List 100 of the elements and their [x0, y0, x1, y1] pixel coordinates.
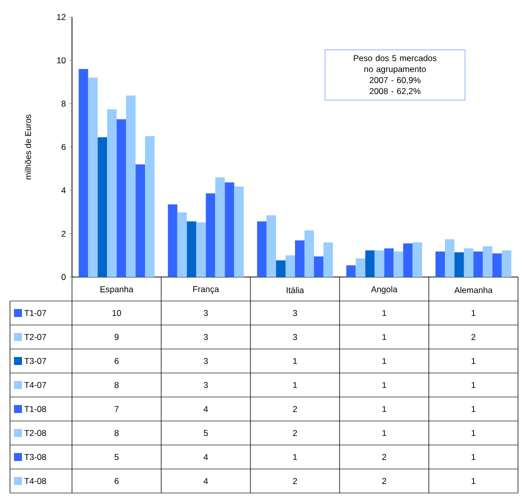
- bar: [394, 251, 404, 278]
- data-label: 1: [382, 310, 386, 316]
- bar: [234, 186, 244, 278]
- bar: [107, 109, 117, 278]
- data-label: 5: [204, 430, 208, 436]
- bar: [435, 251, 445, 278]
- data-label: 4: [204, 454, 208, 460]
- bar: [145, 136, 155, 278]
- data-label: 1: [382, 334, 386, 340]
- data-label: 1: [472, 406, 476, 412]
- legend-label: T4-07: [24, 382, 46, 388]
- data-label: 3: [204, 382, 208, 388]
- legend-label: T3-07: [24, 358, 46, 364]
- bar: [257, 221, 267, 278]
- data-label: 1: [293, 358, 297, 364]
- annotation: 2007 - 60,9%: [370, 77, 420, 84]
- bar: [78, 69, 88, 278]
- bar: [186, 221, 196, 278]
- bar: [365, 250, 375, 278]
- data-label: 5: [114, 454, 119, 460]
- bar: [215, 177, 225, 278]
- data-label: 1: [382, 430, 386, 436]
- data-label: 6: [114, 478, 119, 484]
- data-label: 2: [293, 478, 297, 484]
- x-tick-label: Espanha: [100, 286, 134, 294]
- bar: [98, 137, 108, 278]
- y-tick-label: 4: [61, 187, 66, 194]
- bar: [126, 95, 136, 278]
- bar: [224, 182, 234, 278]
- bar: [473, 251, 483, 278]
- x-tick-label: Angola: [370, 286, 398, 294]
- bar: [304, 230, 314, 278]
- data-label: 3: [204, 334, 208, 340]
- data-label: 7: [114, 406, 119, 412]
- data-label: 9: [114, 334, 119, 340]
- data-label: 1: [472, 382, 476, 388]
- bar: [177, 212, 187, 278]
- bar: [403, 243, 413, 278]
- data-label: 2: [471, 334, 476, 340]
- data-label: 1: [293, 454, 297, 460]
- data-label: 2: [382, 454, 386, 460]
- data-label: 3: [204, 358, 208, 364]
- bar: [286, 255, 295, 278]
- bar: [502, 250, 512, 278]
- bar: [295, 240, 304, 278]
- legend-label: T1-08: [24, 406, 46, 412]
- data-label: 6: [114, 358, 119, 364]
- bar: [374, 250, 384, 278]
- bar: [88, 78, 98, 278]
- bar: [323, 242, 333, 278]
- data-label: 1: [382, 358, 386, 364]
- bar: [314, 256, 324, 278]
- data-label: 2: [382, 478, 386, 484]
- bar: [492, 253, 502, 278]
- legend-label: T3-08: [24, 454, 46, 460]
- data-label: 1: [382, 382, 386, 388]
- data-label: 1: [472, 430, 476, 436]
- bar: [136, 164, 146, 278]
- data-label: 3: [292, 310, 297, 316]
- y-tick-label: 12: [57, 14, 66, 20]
- y-tick-label: 2: [62, 230, 66, 237]
- data-label: 4: [204, 478, 208, 484]
- data-label: 3: [292, 334, 297, 340]
- data-label: 10: [112, 310, 121, 316]
- bar: [116, 119, 126, 278]
- data-label: 2: [293, 406, 297, 412]
- data-label: 1: [472, 454, 476, 460]
- bar: [276, 260, 286, 278]
- x-tick-label: França: [193, 286, 220, 294]
- legend-label: T2-07: [24, 334, 46, 340]
- data-label: 1: [382, 406, 386, 412]
- bar: [196, 222, 206, 278]
- data-label: 1: [472, 310, 476, 316]
- data-label: 1: [293, 382, 297, 388]
- data-label: 4: [204, 406, 208, 412]
- legend-label: T1-07: [24, 310, 46, 316]
- data-label: 2: [293, 430, 297, 436]
- bar: [412, 242, 422, 278]
- data-label: 3: [204, 310, 208, 316]
- x-tick-label: Alemanha: [454, 286, 493, 294]
- bar: [266, 215, 276, 278]
- legend-label: T4-08: [24, 478, 46, 484]
- x-tick-label: Itália: [286, 286, 304, 294]
- data-label: 8: [114, 430, 119, 436]
- bar: [464, 248, 474, 278]
- bar: [356, 258, 366, 278]
- annotation: 2008 - 62,2%: [370, 88, 420, 96]
- bar: [454, 252, 464, 278]
- y-axis-title: milhões de Euros: [24, 114, 32, 180]
- data-label: 1: [472, 358, 476, 364]
- legend-label: T2-08: [24, 430, 46, 436]
- bar: [444, 239, 454, 278]
- y-tick-label: 6: [62, 144, 66, 150]
- data-label: 8: [114, 382, 119, 388]
- bar: [168, 204, 178, 278]
- y-tick-label: 10: [57, 57, 66, 64]
- y-tick-label: 8: [62, 100, 66, 107]
- bar: [384, 248, 394, 278]
- bar: [346, 265, 356, 278]
- data-label: 1: [472, 478, 476, 484]
